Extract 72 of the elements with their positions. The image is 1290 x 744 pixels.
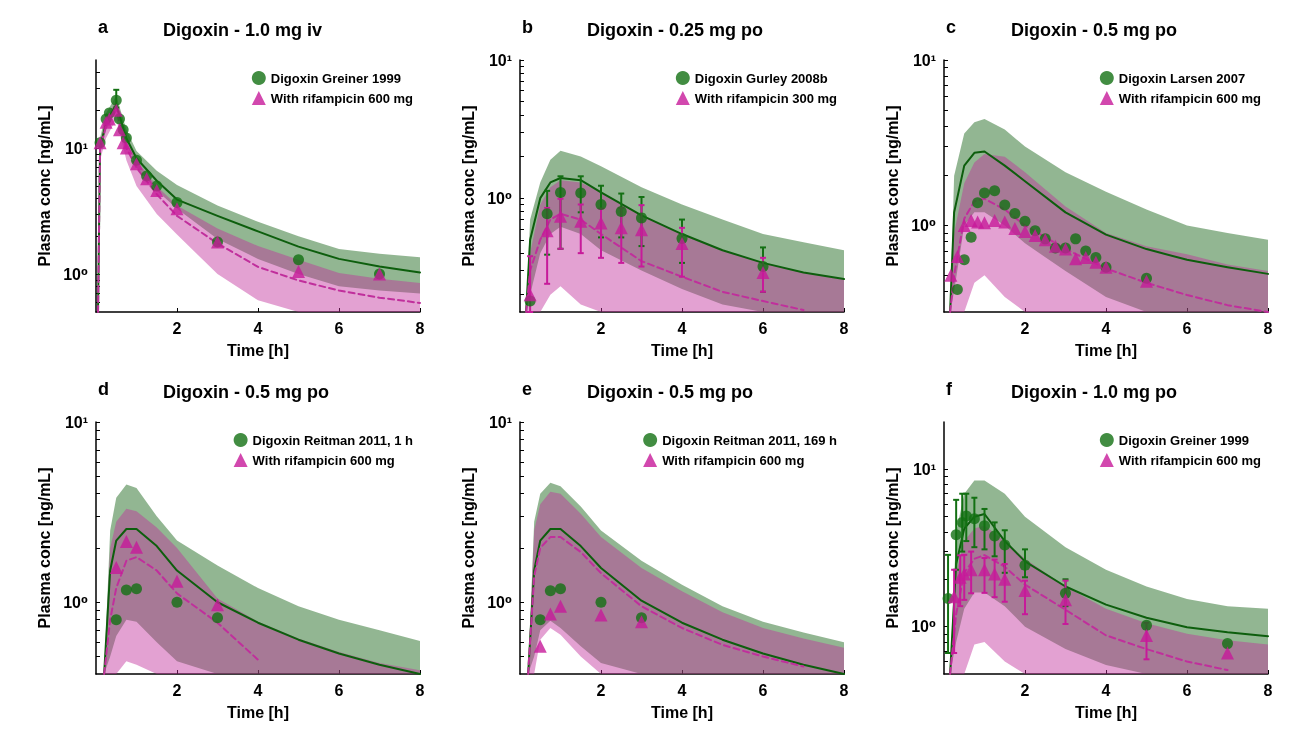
legend-label: Digoxin Greiner 1999 [1118, 432, 1249, 448]
chart-title: Digoxin - 0.5 mg po [587, 382, 754, 402]
y-tick-label: 10⁰ [63, 265, 88, 283]
y-tick-label: 10⁰ [911, 618, 936, 636]
y-axis-title: Plasma conc [ng/mL] [883, 467, 901, 629]
x-tick-label: 6 [1182, 319, 1192, 337]
y-axis-title: Plasma conc [ng/mL] [459, 105, 477, 267]
x-axis-title: Time [h] [651, 341, 713, 359]
x-tick-label: 8 [415, 319, 425, 337]
text: d [98, 379, 109, 399]
y-axis-title: Plasma conc [ng/mL] [459, 467, 477, 629]
y-tick-label: 10¹ [912, 460, 936, 478]
x-tick-label: 8 [1263, 681, 1273, 699]
x-tick-label: 4 [253, 681, 263, 699]
y-tick-label: 10¹ [912, 51, 936, 69]
y-tick-label: 10¹ [488, 413, 512, 431]
y-tick-label: 10⁰ [487, 189, 512, 207]
legend-label: With rifampicin 600 mg [270, 90, 414, 106]
chart-title: Digoxin - 0.25 mg po [587, 20, 764, 40]
y-tick-label: 10¹ [64, 413, 88, 431]
x-tick-label: 8 [839, 681, 849, 699]
x-tick-label: 4 [1101, 319, 1111, 337]
x-axis-title: Time [h] [1075, 703, 1137, 721]
legend-label: Digoxin Larsen 2007 [1118, 70, 1246, 86]
x-tick-label: 6 [758, 319, 768, 337]
text: b [522, 17, 533, 37]
x-tick-label: 6 [1182, 681, 1192, 699]
legend-label: Digoxin Reitman 2011, 1 h [252, 432, 414, 448]
chart-title: Digoxin - 1.0 mg po [1011, 382, 1178, 402]
x-tick-label: 8 [1263, 319, 1273, 337]
x-axis-title: Time [h] [651, 703, 713, 721]
x-tick-label: 2 [596, 681, 606, 699]
text: a [98, 17, 109, 37]
x-tick-label: 2 [596, 319, 606, 337]
y-axis-title: Plasma conc [ng/mL] [35, 105, 53, 267]
legend-label: With rifampicin 600 mg [252, 452, 395, 468]
legend-label: With rifampicin 600 mg [662, 452, 805, 468]
y-tick-label: 10¹ [64, 139, 88, 157]
text: e [522, 379, 533, 399]
x-tick-label: 6 [334, 319, 344, 337]
y-axis-title: Plasma conc [ng/mL] [883, 105, 901, 267]
legend-label: With rifampicin 600 mg [1118, 90, 1262, 106]
x-axis-title: Time [h] [227, 341, 289, 359]
chart-title: Digoxin - 0.5 mg po [163, 382, 330, 402]
x-axis-title: Time [h] [1075, 341, 1137, 359]
x-tick-label: 4 [1101, 681, 1111, 699]
x-tick-label: 4 [677, 319, 687, 337]
y-tick-label: 10⁰ [911, 216, 936, 234]
x-tick-label: 4 [677, 681, 687, 699]
x-axis-title: Time [h] [227, 703, 289, 721]
y-tick-label: 10⁰ [487, 593, 512, 611]
legend-label: With rifampicin 300 mg [694, 90, 838, 106]
x-tick-label: 8 [839, 319, 849, 337]
x-tick-label: 2 [1020, 681, 1030, 699]
y-tick-label: 10⁰ [63, 593, 88, 611]
legend-label: Digoxin Greiner 1999 [270, 70, 401, 86]
chart-title: Digoxin - 1.0 mg iv [163, 20, 323, 40]
x-tick-label: 2 [172, 681, 182, 699]
x-tick-label: 6 [334, 681, 344, 699]
x-tick-label: 2 [1020, 319, 1030, 337]
chart-title: Digoxin - 0.5 mg po [1011, 20, 1178, 40]
x-tick-label: 8 [415, 681, 425, 699]
x-tick-label: 4 [253, 319, 263, 337]
legend-label: Digoxin Reitman 2011, 169 h [662, 432, 838, 448]
y-tick-label: 10¹ [488, 51, 512, 69]
text: c [946, 17, 957, 37]
y-axis-title: Plasma conc [ng/mL] [35, 467, 53, 629]
x-tick-label: 6 [758, 681, 768, 699]
text: f [946, 379, 953, 399]
legend-label: With rifampicin 600 mg [1118, 452, 1262, 468]
x-tick-label: 2 [172, 319, 182, 337]
legend-label: Digoxin Gurley 2008b [694, 70, 828, 86]
